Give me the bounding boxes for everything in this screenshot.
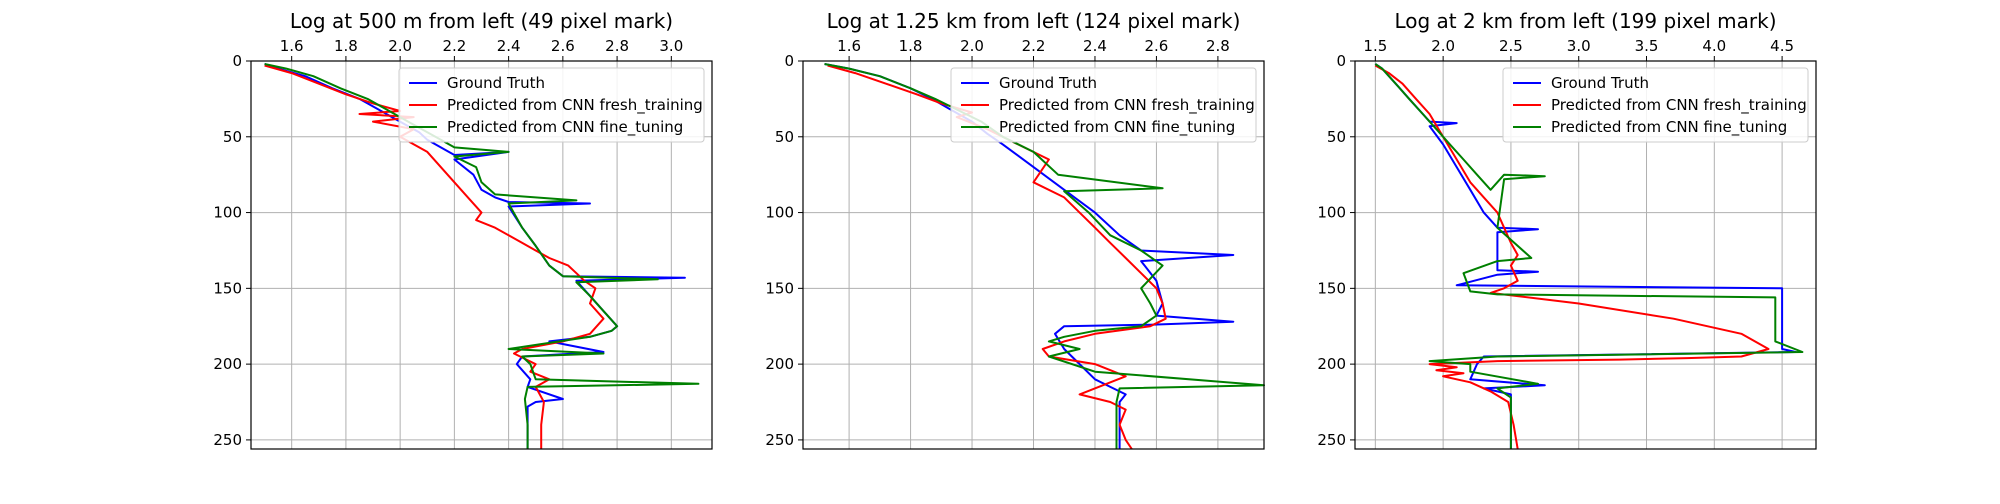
plot-frame	[250, 60, 713, 450]
x-tick-label: 1.6	[280, 37, 304, 55]
y-tick-label: 100	[1317, 204, 1346, 222]
y-tick-label: 250	[1317, 431, 1346, 449]
x-tick-label: 2.4	[497, 37, 521, 55]
chart-panel-1: 1.6 1.8 2.0 2.2 2.4 2.6 2.8 3.0 0 50 100 150 200 250 L…	[213, 9, 713, 450]
chart-title: Log at 500 m from left (49 pixel mark)	[290, 9, 673, 33]
y-tick-label: 250	[765, 431, 794, 449]
x-tick-label: 4.5	[1770, 37, 1794, 55]
legend-label: Predicted from CNN fine_tuning	[999, 118, 1235, 137]
legend: Ground Truth Predicted from CNN fresh_tra…	[398, 67, 705, 143]
y-tick-label: 50	[775, 128, 794, 146]
legend: Ground Truth Predicted from CNN fresh_tra…	[950, 67, 1257, 143]
chart-title: Log at 2 km from left (199 pixel mark)	[1394, 9, 1776, 33]
legend-label: Predicted from CNN fresh_training	[1551, 96, 1807, 115]
x-tick-label: 1.8	[334, 37, 358, 55]
legend: Ground Truth Predicted from CNN fresh_tra…	[1502, 67, 1809, 143]
x-tick-label: 1.6	[837, 37, 861, 55]
y-tick-label: 100	[765, 204, 794, 222]
legend-label: Ground Truth	[447, 74, 545, 92]
x-tick-label: 2.6	[551, 37, 575, 55]
x-tick-label: 3.0	[1567, 37, 1591, 55]
x-tick-label: 2.0	[960, 37, 984, 55]
x-tick-label: 2.2	[1022, 37, 1046, 55]
x-tick-label: 2.6	[1145, 37, 1169, 55]
x-tick-label: 2.8	[1206, 37, 1230, 55]
legend-label: Predicted from CNN fine_tuning	[1551, 118, 1787, 137]
legend-box	[950, 67, 1257, 143]
series-line-2	[264, 64, 605, 449]
x-tick-label: 2.8	[605, 37, 629, 55]
x-tick-label: 2.5	[1499, 37, 1523, 55]
y-tick-label: 0	[784, 52, 794, 70]
x-tick-label: 3.0	[659, 37, 683, 55]
legend-label: Ground Truth	[1551, 74, 1649, 92]
y-tick-label: 0	[1336, 52, 1346, 70]
x-tick-label: 2.4	[1083, 37, 1107, 55]
legend-label: Predicted from CNN fine_tuning	[447, 118, 683, 137]
y-tick-label: 150	[1317, 279, 1346, 297]
x-tick-label: 2.2	[442, 37, 466, 55]
y-tick-label: 150	[765, 279, 794, 297]
y-tick-label: 200	[1317, 355, 1346, 373]
x-tick-label: 1.8	[899, 37, 923, 55]
x-tick-label: 2.0	[388, 37, 412, 55]
chart-panel-3: 1.5 2.0 2.5 3.0 3.5 4.0 4.5 0 50 100 150 200 250 Log …	[1317, 9, 1817, 450]
plot-frame	[1354, 60, 1817, 450]
x-tick-label: 3.5	[1635, 37, 1659, 55]
legend-box	[1502, 67, 1809, 143]
y-tick-label: 50	[223, 128, 242, 146]
y-tick-label: 200	[765, 355, 794, 373]
y-tick-label: 150	[213, 279, 242, 297]
y-tick-label: 250	[213, 431, 242, 449]
y-tick-label: 0	[232, 52, 242, 70]
legend-label: Predicted from CNN fresh_training	[999, 96, 1255, 115]
y-tick-label: 200	[213, 355, 242, 373]
x-tick-label: 4.0	[1702, 37, 1726, 55]
legend-label: Predicted from CNN fresh_training	[447, 96, 703, 115]
series-line-2	[1374, 64, 1770, 450]
legend-label: Ground Truth	[999, 74, 1097, 92]
series-line-3	[1374, 63, 1804, 449]
chart-title: Log at 1.25 km from left (124 pixel mark…	[827, 9, 1241, 33]
y-tick-label: 50	[1327, 128, 1346, 146]
chart-panel-2: 1.6 1.8 2.0 2.2 2.4 2.6 2.8 0 50 100 150 200 250 Log …	[765, 9, 1265, 450]
x-tick-label: 2.0	[1431, 37, 1455, 55]
legend-box	[398, 67, 705, 143]
y-tick-label: 100	[213, 204, 242, 222]
x-tick-label: 1.5	[1363, 37, 1387, 55]
